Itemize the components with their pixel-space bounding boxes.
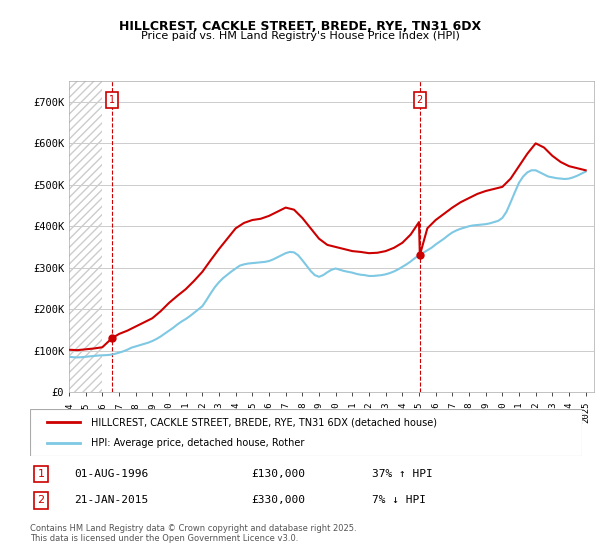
Text: HILLCREST, CACKLE STREET, BREDE, RYE, TN31 6DX: HILLCREST, CACKLE STREET, BREDE, RYE, TN… bbox=[119, 20, 481, 32]
FancyBboxPatch shape bbox=[30, 409, 582, 456]
Text: Price paid vs. HM Land Registry's House Price Index (HPI): Price paid vs. HM Land Registry's House … bbox=[140, 31, 460, 41]
Text: Contains HM Land Registry data © Crown copyright and database right 2025.
This d: Contains HM Land Registry data © Crown c… bbox=[30, 524, 356, 543]
Text: £130,000: £130,000 bbox=[251, 469, 305, 479]
Text: 1: 1 bbox=[109, 95, 115, 105]
Text: 7% ↓ HPI: 7% ↓ HPI bbox=[372, 496, 426, 505]
Text: 2: 2 bbox=[37, 496, 44, 505]
Text: £330,000: £330,000 bbox=[251, 496, 305, 505]
Text: 01-AUG-1996: 01-AUG-1996 bbox=[74, 469, 148, 479]
Text: HPI: Average price, detached house, Rother: HPI: Average price, detached house, Roth… bbox=[91, 438, 304, 448]
Text: HILLCREST, CACKLE STREET, BREDE, RYE, TN31 6DX (detached house): HILLCREST, CACKLE STREET, BREDE, RYE, TN… bbox=[91, 417, 437, 427]
Text: 1: 1 bbox=[38, 469, 44, 479]
Text: 2: 2 bbox=[417, 95, 423, 105]
Text: 37% ↑ HPI: 37% ↑ HPI bbox=[372, 469, 433, 479]
Text: 21-JAN-2015: 21-JAN-2015 bbox=[74, 496, 148, 505]
